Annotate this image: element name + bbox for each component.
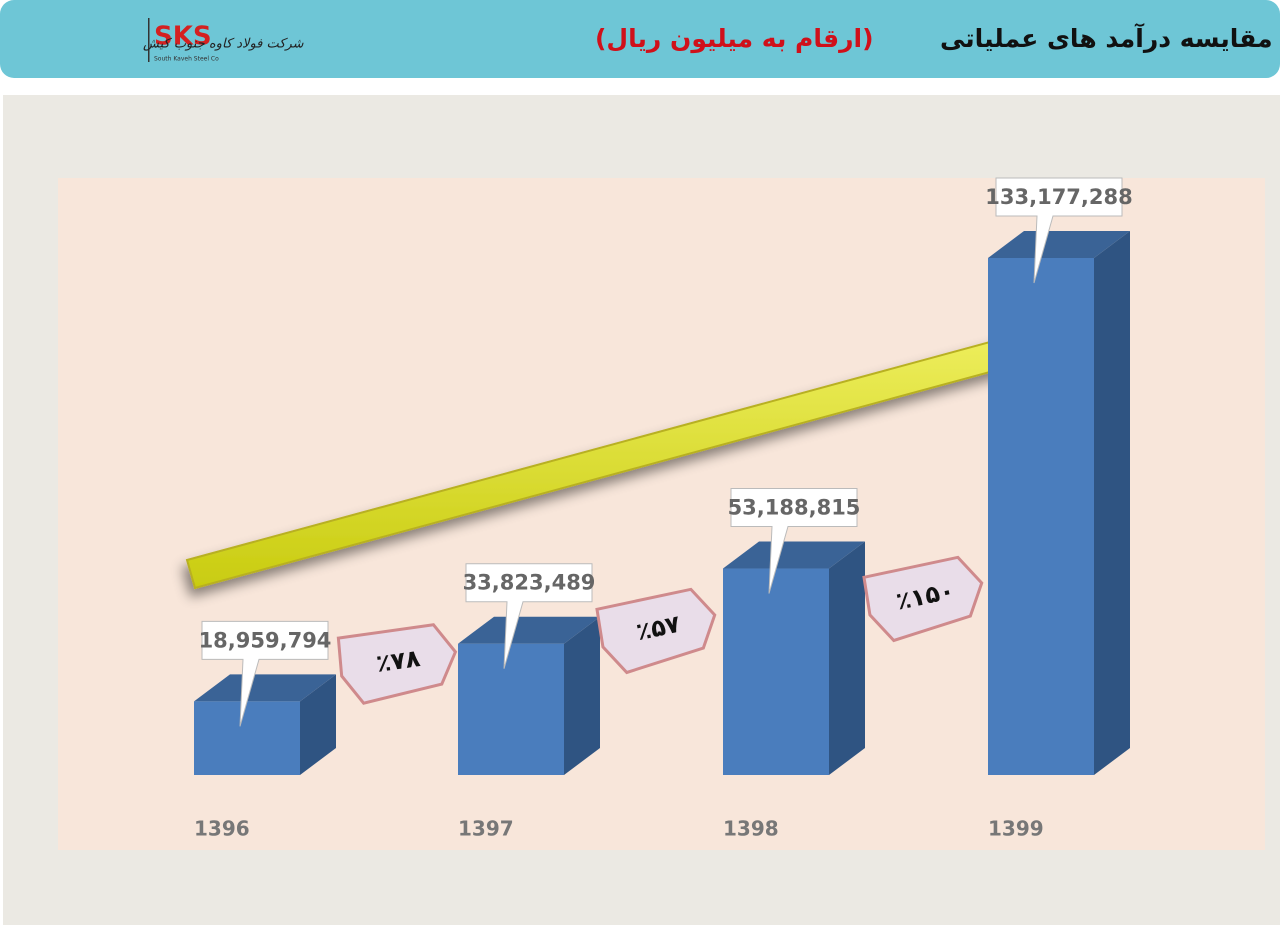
- logo-caption: South Kaveh Steel Co: [154, 56, 219, 63]
- chart-subtitle: (ارقام به میلیون ریال): [595, 24, 874, 54]
- chart-title: مقایسه درآمد های عملیاتی: [940, 23, 1273, 53]
- bar-side: [300, 674, 336, 775]
- bar: [458, 643, 564, 775]
- bar: [723, 568, 829, 775]
- value-label: 133,177,288: [985, 185, 1132, 209]
- x-tick-label: 1396: [194, 817, 250, 841]
- growth-shape: [862, 555, 984, 643]
- logo-mark: SKS: [154, 22, 212, 52]
- growth-badge: ٪۷۸: [336, 623, 458, 705]
- value-callout: [995, 177, 1123, 284]
- bar-side: [564, 616, 600, 775]
- value-callout: [730, 488, 858, 594]
- growth-label: ٪۷۸: [374, 644, 422, 678]
- value-callout: [201, 620, 329, 727]
- bar: [194, 701, 300, 775]
- growth-shape: [336, 623, 458, 705]
- bar: [988, 258, 1094, 775]
- value-label: 33,823,489: [463, 571, 596, 595]
- bar-top: [723, 541, 865, 569]
- value-label: 53,188,815: [728, 496, 861, 520]
- value-callout: [465, 563, 593, 669]
- growth-badge: ٪۱۵۰: [862, 555, 984, 643]
- logo-name: شرکت فولاد کاوه جنوب کیش: [143, 37, 305, 52]
- growth-badge: ٪۵۷: [595, 587, 717, 675]
- value-label: 18,959,794: [199, 628, 332, 652]
- bar-top: [988, 231, 1130, 258]
- bar-side: [829, 541, 865, 775]
- header-bar: [0, 0, 1280, 78]
- x-tick-label: 1397: [458, 817, 514, 841]
- bar-side: [1094, 231, 1130, 775]
- bar-top: [194, 674, 336, 702]
- x-tick-label: 1399: [988, 817, 1044, 841]
- growth-shape: [595, 587, 717, 675]
- bar-top: [458, 616, 600, 644]
- logo-divider: [148, 18, 150, 62]
- x-tick-label: 1398: [723, 817, 779, 841]
